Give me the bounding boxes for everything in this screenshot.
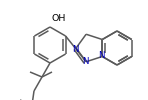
Text: N: N — [82, 57, 88, 66]
Text: OH: OH — [52, 14, 66, 23]
Text: N: N — [72, 45, 78, 54]
Text: N: N — [98, 50, 104, 60]
